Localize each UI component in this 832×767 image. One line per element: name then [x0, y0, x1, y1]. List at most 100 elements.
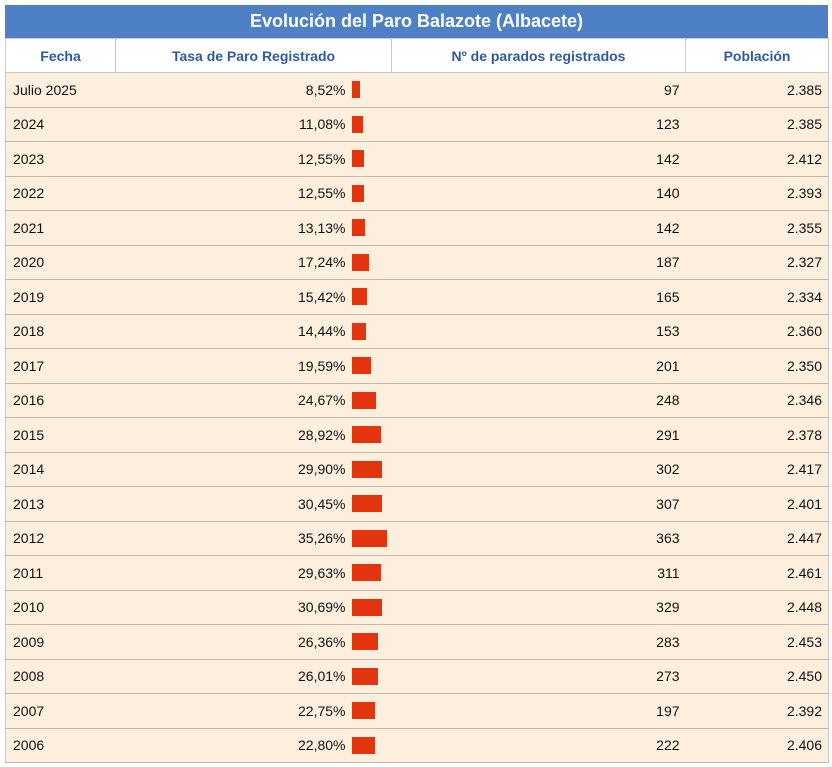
cell-fecha: 2023 — [5, 141, 116, 177]
cell-parados: 248 — [391, 382, 686, 418]
tasa-bar — [351, 115, 363, 133]
column-header-poblacion: Población — [685, 38, 830, 73]
cell-tasa-bar — [351, 382, 392, 418]
table-row: 2012 35,26% 363 2.447 — [5, 520, 830, 556]
tasa-bar — [351, 633, 378, 651]
cell-poblacion: 2.412 — [685, 141, 830, 177]
cell-tasa-bar — [351, 658, 392, 694]
cell-poblacion: 2.461 — [685, 555, 830, 591]
cell-parados: 187 — [391, 244, 686, 280]
cell-fecha: 2008 — [5, 658, 116, 694]
cell-tasa: 14,44% — [115, 313, 352, 349]
cell-poblacion: 2.392 — [685, 693, 830, 729]
cell-tasa-bar — [351, 106, 392, 142]
cell-parados: 123 — [391, 106, 686, 142]
tasa-bar — [351, 322, 366, 340]
cell-parados: 97 — [391, 72, 686, 108]
cell-poblacion: 2.417 — [685, 451, 830, 487]
tasa-bar — [351, 667, 378, 685]
tasa-bar — [351, 288, 367, 306]
cell-fecha: 2022 — [5, 175, 116, 211]
cell-fecha: 2009 — [5, 624, 116, 660]
cell-tasa-bar — [351, 451, 392, 487]
column-header-parados: Nº de parados registrados — [391, 38, 687, 73]
cell-parados: 329 — [391, 589, 686, 625]
cell-fecha: 2010 — [5, 589, 116, 625]
cell-tasa: 26,01% — [115, 658, 352, 694]
cell-parados: 307 — [391, 486, 686, 522]
table-row: 2015 28,92% 291 2.378 — [5, 417, 830, 453]
table-row: 2023 12,55% 142 2.412 — [5, 141, 830, 177]
cell-poblacion: 2.448 — [685, 589, 830, 625]
cell-fecha: 2014 — [5, 451, 116, 487]
cell-poblacion: 2.450 — [685, 658, 830, 694]
column-header-tasa: Tasa de Paro Registrado — [114, 38, 393, 73]
cell-fecha: 2013 — [5, 486, 116, 522]
table-title: Evolución del Paro Balazote (Albacete) — [5, 5, 828, 38]
cell-tasa-bar — [351, 175, 392, 211]
cell-parados: 153 — [391, 313, 686, 349]
cell-fecha: 2016 — [5, 382, 116, 418]
cell-tasa: 30,45% — [115, 486, 352, 522]
cell-tasa-bar — [351, 72, 392, 108]
cell-parados: 140 — [391, 175, 686, 211]
cell-tasa-bar — [351, 348, 392, 384]
cell-tasa: 12,55% — [115, 141, 352, 177]
cell-fecha: 2019 — [5, 279, 116, 315]
cell-tasa-bar — [351, 555, 392, 591]
cell-tasa-bar — [351, 486, 392, 522]
cell-parados: 142 — [391, 210, 686, 246]
cell-poblacion: 2.327 — [685, 244, 830, 280]
cell-parados: 311 — [391, 555, 686, 591]
cell-tasa: 35,26% — [115, 520, 352, 556]
tasa-bar — [351, 219, 365, 237]
cell-fecha: 2017 — [5, 348, 116, 384]
column-header-fecha: Fecha — [5, 38, 116, 73]
cell-parados: 302 — [391, 451, 686, 487]
tasa-bar — [351, 460, 382, 478]
cell-tasa-bar — [351, 279, 392, 315]
cell-tasa-bar — [351, 313, 392, 349]
cell-poblacion: 2.360 — [685, 313, 830, 349]
cell-tasa-bar — [351, 624, 392, 660]
table-row: 2024 11,08% 123 2.385 — [5, 106, 830, 142]
table-row: 2022 12,55% 140 2.393 — [5, 175, 830, 211]
table-row: 2013 30,45% 307 2.401 — [5, 486, 830, 522]
table-row: 2009 26,36% 283 2.453 — [5, 624, 830, 660]
table-row: 2018 14,44% 153 2.360 — [5, 313, 830, 349]
cell-parados: 222 — [391, 727, 686, 763]
tasa-bar — [351, 253, 369, 271]
cell-tasa-bar — [351, 141, 392, 177]
cell-tasa: 29,63% — [115, 555, 352, 591]
cell-fecha: Julio 2025 — [5, 72, 116, 108]
cell-fecha: 2021 — [5, 210, 116, 246]
table-row: 2006 22,80% 222 2.406 — [5, 727, 830, 763]
cell-fecha: 2024 — [5, 106, 116, 142]
cell-poblacion: 2.385 — [685, 106, 830, 142]
table-row: 2014 29,90% 302 2.417 — [5, 451, 830, 487]
cell-parados: 363 — [391, 520, 686, 556]
tasa-bar — [351, 702, 375, 720]
cell-tasa-bar — [351, 210, 392, 246]
cell-tasa: 29,90% — [115, 451, 352, 487]
cell-fecha: 2006 — [5, 727, 116, 763]
tasa-bar — [351, 736, 375, 754]
cell-parados: 201 — [391, 348, 686, 384]
cell-tasa: 24,67% — [115, 382, 352, 418]
tasa-bar — [351, 564, 381, 582]
cell-parados: 197 — [391, 693, 686, 729]
cell-tasa: 11,08% — [115, 106, 352, 142]
cell-fecha: 2007 — [5, 693, 116, 729]
cell-tasa: 30,69% — [115, 589, 352, 625]
cell-tasa: 15,42% — [115, 279, 352, 315]
cell-fecha: 2012 — [5, 520, 116, 556]
table-row: 2011 29,63% 311 2.461 — [5, 555, 830, 591]
cell-parados: 273 — [391, 658, 686, 694]
cell-poblacion: 2.385 — [685, 72, 830, 108]
tasa-bar — [351, 426, 381, 444]
cell-fecha: 2018 — [5, 313, 116, 349]
tasa-bar — [351, 150, 364, 168]
cell-tasa: 13,13% — [115, 210, 352, 246]
cell-tasa-bar — [351, 520, 392, 556]
cell-fecha: 2015 — [5, 417, 116, 453]
